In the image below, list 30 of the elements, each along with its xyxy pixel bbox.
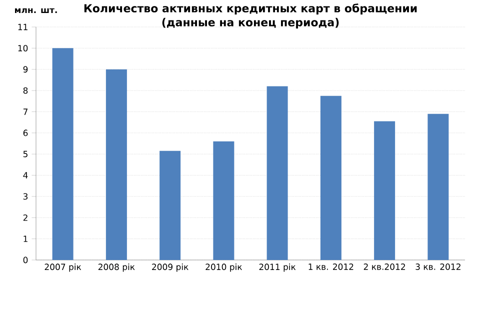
bar — [213, 141, 234, 260]
bar — [428, 114, 449, 260]
bar — [320, 96, 342, 260]
y-tick-label: 11 — [18, 24, 28, 30]
x-tick-label: 2009 рік — [152, 264, 188, 272]
x-tick-label: 2 кв.2012 — [364, 264, 405, 270]
bar — [374, 121, 396, 260]
x-tick-label: 2007 рік — [44, 264, 82, 272]
y-tick-label: 2 — [23, 214, 28, 221]
bar — [106, 69, 127, 260]
x-tick-label: 2008 рік — [98, 264, 135, 272]
chart-title: Количество активных кредитных карт в обращении (данные на конец периода) — [84, 4, 417, 29]
y-tick-label: 9 — [23, 66, 28, 73]
y-tick-label: 1 — [24, 236, 28, 242]
x-tick-label: 2011 рік — [259, 264, 296, 272]
y-tick-label: 5 — [23, 150, 28, 158]
x-tick-label: 2010 рік — [206, 264, 242, 272]
y-axis-title: млн. шт. — [15, 8, 57, 14]
x-tick-label: 1 кв. 2012 — [308, 264, 354, 270]
y-tick-label: 7 — [23, 108, 28, 115]
y-tick-label: 4 — [23, 172, 28, 178]
x-tick-label: 3 кв. 2012 — [416, 264, 460, 270]
y-tick-label: 3 — [23, 193, 28, 200]
y-tick-label: 10 — [18, 44, 28, 52]
y-tick-label: 8 — [23, 87, 28, 94]
y-tick-label: 0 — [23, 256, 28, 264]
bar — [52, 48, 74, 260]
bar — [160, 150, 181, 260]
bar — [266, 86, 288, 260]
y-tick-label: 6 — [23, 130, 28, 136]
